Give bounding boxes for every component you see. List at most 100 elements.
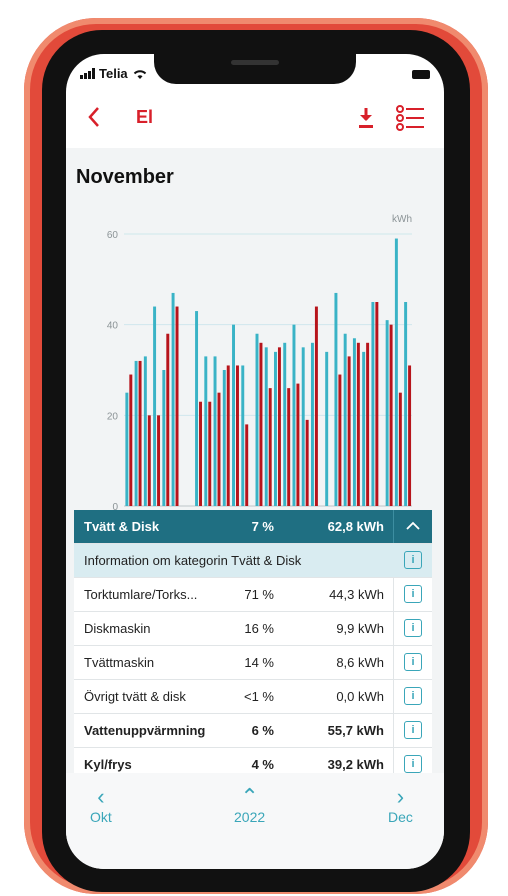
info-icon[interactable]: i <box>404 721 422 739</box>
row-value: 9,9 kWh <box>336 621 384 636</box>
info-icon[interactable]: i <box>404 551 422 569</box>
bar-2021 <box>153 306 157 506</box>
row-value: 55,7 kWh <box>327 723 384 738</box>
bar-2021 <box>195 311 199 506</box>
bar-2021 <box>232 324 235 506</box>
row-value: 39,2 kWh <box>327 757 384 772</box>
info-icon[interactable]: i <box>404 755 422 773</box>
collapse-button[interactable] <box>393 510 432 543</box>
row-percent: 6 % <box>251 723 274 738</box>
back-button[interactable] <box>84 104 108 132</box>
y-tick-label: 0 <box>112 502 118 513</box>
bar-2022 <box>138 360 142 506</box>
year-button[interactable]: ⌃ 2022 <box>234 784 266 826</box>
category-value: 62,8 kWh <box>327 519 384 534</box>
bar-2021 <box>325 351 329 506</box>
row-percent: <1 % <box>244 689 274 704</box>
row-label: Kyl/frys <box>84 757 132 772</box>
wifi-icon <box>133 69 146 79</box>
bar-2021 <box>134 360 138 506</box>
bar-2022 <box>199 401 202 506</box>
row-percent: 16 % <box>244 621 274 636</box>
category-table: Tvätt & Disk 7 % 62,8 kWh Information om… <box>74 510 432 782</box>
row-label: Torktumlare/Torks... <box>84 587 198 602</box>
bar-2022 <box>366 342 370 506</box>
year-label: 2022 <box>234 809 266 825</box>
info-icon[interactable]: i <box>404 585 422 603</box>
download-icon <box>359 108 373 128</box>
bar-2022 <box>356 342 360 506</box>
bar-2021 <box>385 320 389 506</box>
bar-2021 <box>213 356 217 506</box>
next-month-label: Dec <box>388 809 413 825</box>
category-info-row[interactable]: Information om kategorin Tvätt & Disk i <box>74 544 432 578</box>
row-value: 0,0 kWh <box>336 689 384 704</box>
y-tick-label: 20 <box>107 411 119 422</box>
category-name: Tvätt & Disk <box>84 519 160 534</box>
bar-2021 <box>334 292 338 506</box>
row-percent: 71 % <box>244 587 274 602</box>
divider <box>393 578 394 611</box>
month-title: November <box>76 166 174 188</box>
info-label: Information om kategorin Tvätt & Disk <box>84 553 302 568</box>
category-percent: 7 % <box>251 519 274 534</box>
bar-2021 <box>143 356 147 506</box>
info-icon[interactable]: i <box>404 619 422 637</box>
bar-2021 <box>343 333 347 506</box>
prev-month-button[interactable]: ‹ Okt <box>90 785 112 826</box>
bar-2022 <box>314 306 318 506</box>
bar-2022 <box>287 388 291 506</box>
bar-2021 <box>301 347 305 506</box>
bar-2021 <box>222 370 226 506</box>
bar-2022 <box>305 419 309 506</box>
bar-2022 <box>147 415 151 506</box>
info-icon[interactable]: i <box>404 653 422 671</box>
carrier-label: Telia <box>99 66 128 81</box>
list-button[interactable] <box>396 104 426 132</box>
content-area: November 0204060kWhv.44v.45v.46v.47v.482… <box>66 148 444 782</box>
bar-2022 <box>408 365 412 506</box>
status-bar: Telia <box>74 64 434 84</box>
table-row[interactable]: Torktumlare/Torks... 71 % 44,3 kWh i <box>74 578 432 612</box>
bar-2021 <box>362 351 366 506</box>
next-month-button[interactable]: › Dec <box>388 785 413 826</box>
chevron-left-icon <box>88 107 99 127</box>
bar-2021 <box>394 238 398 506</box>
battery-icon <box>412 70 430 79</box>
bar-2022 <box>166 333 170 506</box>
download-button[interactable] <box>356 106 376 130</box>
row-label: Övrigt tvätt & disk <box>84 689 186 704</box>
table-row[interactable]: Tvättmaskin 14 % 8,6 kWh i <box>74 646 432 680</box>
chevron-up-icon: ⌃ <box>240 784 259 809</box>
bar-2021 <box>404 302 408 506</box>
list-icon <box>396 105 424 131</box>
y-tick-label: 40 <box>107 321 119 332</box>
row-label: Tvättmaskin <box>84 655 155 670</box>
bar-2021 <box>241 365 245 506</box>
bar-2022 <box>398 392 402 506</box>
category-header-row[interactable]: Tvätt & Disk 7 % 62,8 kWh <box>74 510 432 544</box>
table-row[interactable]: Övrigt tvätt & disk <1 % 0,0 kWh i <box>74 680 432 714</box>
divider <box>393 714 394 747</box>
bar-2021 <box>283 342 287 506</box>
phone-screen: Telia El November 0204060kWhv.44v.45v.46… <box>66 54 444 869</box>
bar-2022 <box>217 392 221 506</box>
bar-2021 <box>264 347 268 506</box>
table-row[interactable]: Diskmaskin 16 % 9,9 kWh i <box>74 612 432 646</box>
app-bar: El <box>66 88 444 148</box>
bar-2021 <box>171 292 175 506</box>
table-row[interactable]: Vattenuppvärmning 6 % 55,7 kWh i <box>74 714 432 748</box>
notch <box>154 54 356 84</box>
chevron-up-icon <box>406 521 420 530</box>
speaker <box>231 60 279 65</box>
row-percent: 4 % <box>251 757 274 772</box>
month-navigation: ‹ Okt ⌃ 2022 › Dec <box>66 773 444 869</box>
bar-2022 <box>375 302 379 506</box>
unit-label: kWh <box>392 214 412 225</box>
bar-2022 <box>175 306 179 506</box>
bar-2022 <box>277 347 281 506</box>
info-icon[interactable]: i <box>404 687 422 705</box>
signal-icon <box>80 68 95 79</box>
bar-2022 <box>245 424 249 506</box>
consumption-chart: 0204060kWhv.44v.45v.46v.47v.4820212022 <box>107 214 412 513</box>
